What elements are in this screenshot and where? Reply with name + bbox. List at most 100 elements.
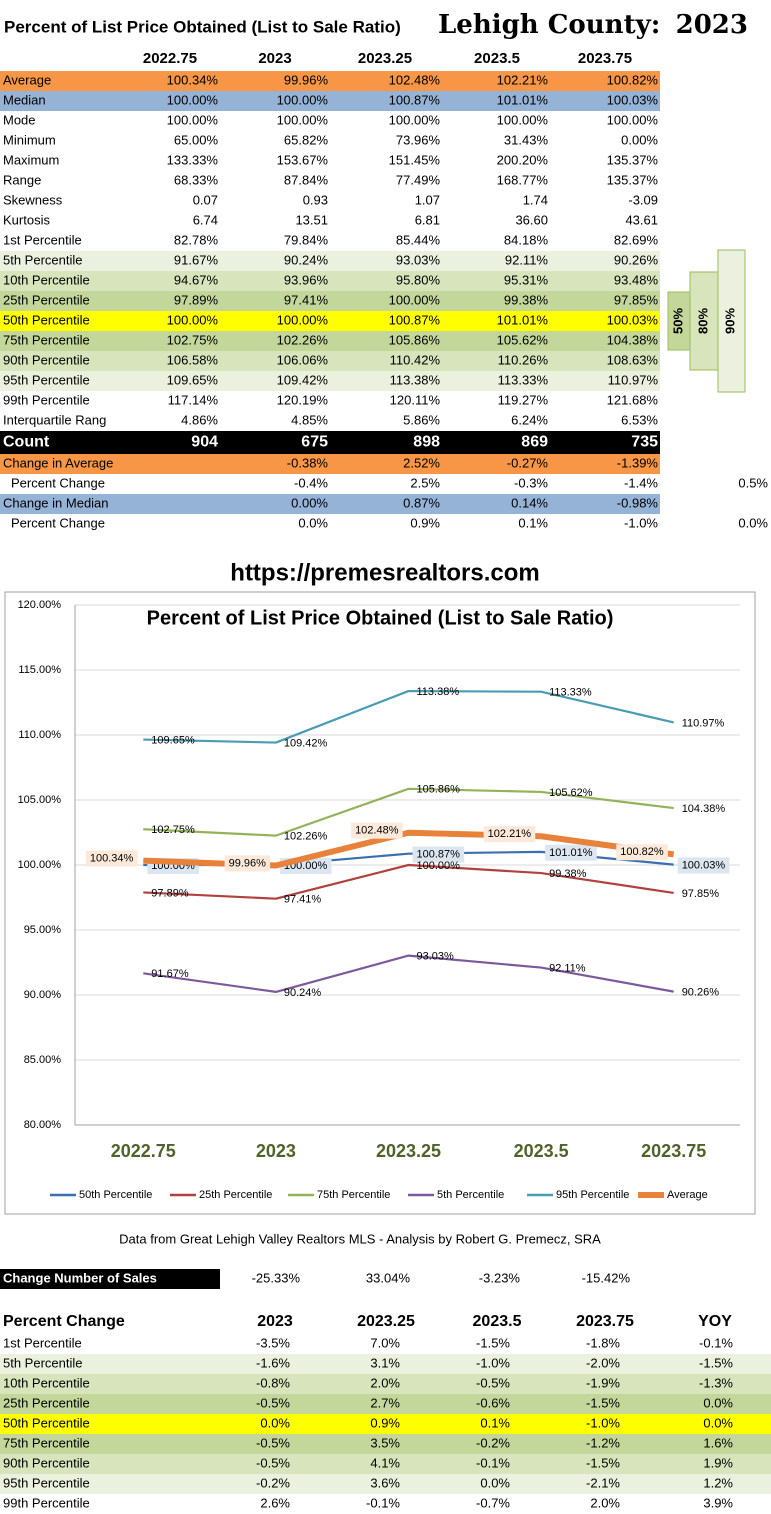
cell: 106.58% xyxy=(167,352,219,367)
cell: -0.5% xyxy=(476,1375,510,1390)
cell: 1.2% xyxy=(703,1475,733,1490)
cell: -2.1% xyxy=(586,1475,620,1490)
cell: 101.01% xyxy=(497,312,549,327)
cell: 898 xyxy=(413,434,440,451)
cell: 4.86% xyxy=(181,412,218,427)
label-box xyxy=(412,846,465,863)
cell: -0.6% xyxy=(476,1395,510,1410)
cell: 6.24% xyxy=(511,412,548,427)
cell: 100.03% xyxy=(607,92,659,107)
cell: 7.0% xyxy=(370,1335,400,1350)
cell: 0.07 xyxy=(193,192,218,207)
cell: 100.87% xyxy=(389,92,441,107)
row-label: Maximum xyxy=(3,152,59,167)
legend-label: 95th Percentile xyxy=(556,1189,629,1201)
cell: 104.38% xyxy=(607,332,659,347)
row-label: Interquartile Rang xyxy=(3,412,106,427)
band-label: 80% xyxy=(695,308,710,334)
cell: 100.00% xyxy=(277,112,329,127)
cell: 869 xyxy=(521,434,548,451)
cell: 5.86% xyxy=(403,412,440,427)
row-label: Minimum xyxy=(3,132,56,147)
cell: 65.82% xyxy=(284,132,329,147)
cell: -1.4% xyxy=(624,475,658,490)
cell: 117.14% xyxy=(168,392,219,407)
row-bg xyxy=(0,251,660,271)
label-box xyxy=(224,855,271,872)
label-box xyxy=(85,850,138,867)
sales-value: 33.04% xyxy=(366,1270,411,1285)
cell: 113.38% xyxy=(390,372,441,387)
column-header: 2022.75 xyxy=(143,50,197,67)
cell: 153.67% xyxy=(277,152,329,167)
cell: 1.74 xyxy=(523,192,548,207)
cell: 1.6% xyxy=(703,1435,733,1450)
cell: 100.00% xyxy=(389,292,441,307)
data-label: 90.24% xyxy=(284,987,322,999)
cell: 13.51 xyxy=(295,212,328,227)
cell: 0.9% xyxy=(410,515,440,530)
band-box xyxy=(689,271,719,371)
cell: -1.3% xyxy=(699,1375,733,1390)
county: Lehigh County: xyxy=(438,10,660,40)
data-label: 102.75% xyxy=(151,824,195,836)
label-box xyxy=(616,844,668,861)
cell: 31.43% xyxy=(504,132,549,147)
row-label: Change in Median xyxy=(3,495,109,510)
cell: 90.24% xyxy=(284,252,329,267)
cell: 168.77% xyxy=(497,172,549,187)
y-tick-label: 100.00% xyxy=(18,859,62,871)
cell: -1.8% xyxy=(586,1335,620,1350)
series-line xyxy=(143,689,674,744)
legend-label: 50th Percentile xyxy=(79,1189,152,1201)
cell: 151.45% xyxy=(389,152,441,167)
cell: 113.33% xyxy=(498,372,549,387)
row-bg xyxy=(0,351,660,371)
cell: 675 xyxy=(301,434,328,451)
row-bg xyxy=(0,1394,771,1414)
cell: 735 xyxy=(631,434,658,451)
cell: 100.34% xyxy=(167,72,219,87)
cell: -3.5% xyxy=(256,1335,290,1350)
cell: 119.27% xyxy=(498,392,549,407)
band-label: 90% xyxy=(722,308,737,334)
row-label: Skewness xyxy=(3,192,63,207)
cell: -1.6% xyxy=(256,1355,290,1370)
row-label: Change in Average xyxy=(3,455,113,470)
cell: -0.1% xyxy=(476,1455,510,1470)
row-label: 75th Percentile xyxy=(3,1435,90,1450)
data-label: 90.26% xyxy=(682,987,720,999)
row-label: 1st Percentile xyxy=(3,1335,82,1350)
data-label: 102.26% xyxy=(284,831,328,843)
cell: 133.33% xyxy=(167,152,219,167)
data-label: 105.62% xyxy=(549,787,593,799)
cell: 3.9% xyxy=(703,1495,733,1510)
data-label: 100.82% xyxy=(620,846,664,858)
column-header: YOY xyxy=(698,1313,732,1330)
data-label: 100.00% xyxy=(417,860,461,872)
cell: 3.1% xyxy=(370,1355,400,1370)
cell: 0.1% xyxy=(518,515,548,530)
cell: 97.89% xyxy=(174,292,219,307)
cell: 102.48% xyxy=(389,72,441,87)
band-label: 50% xyxy=(670,308,685,334)
legend-label: 75th Percentile xyxy=(317,1189,390,1201)
cell: 110.97% xyxy=(608,372,659,387)
cell: 102.21% xyxy=(497,72,549,87)
cell: 97.85% xyxy=(614,292,659,307)
cell: 2.5% xyxy=(410,475,440,490)
cell: 6.53% xyxy=(621,412,658,427)
data-label: 99.96% xyxy=(229,857,267,869)
cell: 36.60 xyxy=(515,212,548,227)
cell: 100.00% xyxy=(167,112,219,127)
cell: 2.7% xyxy=(370,1395,400,1410)
y-tick-label: 115.00% xyxy=(18,664,61,676)
cell: 93.48% xyxy=(614,272,659,287)
row-label: 50th Percentile xyxy=(3,1415,90,1430)
url: https://premesrealtors.com xyxy=(230,559,539,586)
data-label: 104.38% xyxy=(682,803,726,815)
row-bg xyxy=(0,1434,771,1454)
cell: -0.4% xyxy=(294,475,328,490)
data-label: 97.89% xyxy=(151,887,189,899)
cell: 99.38% xyxy=(504,292,549,307)
